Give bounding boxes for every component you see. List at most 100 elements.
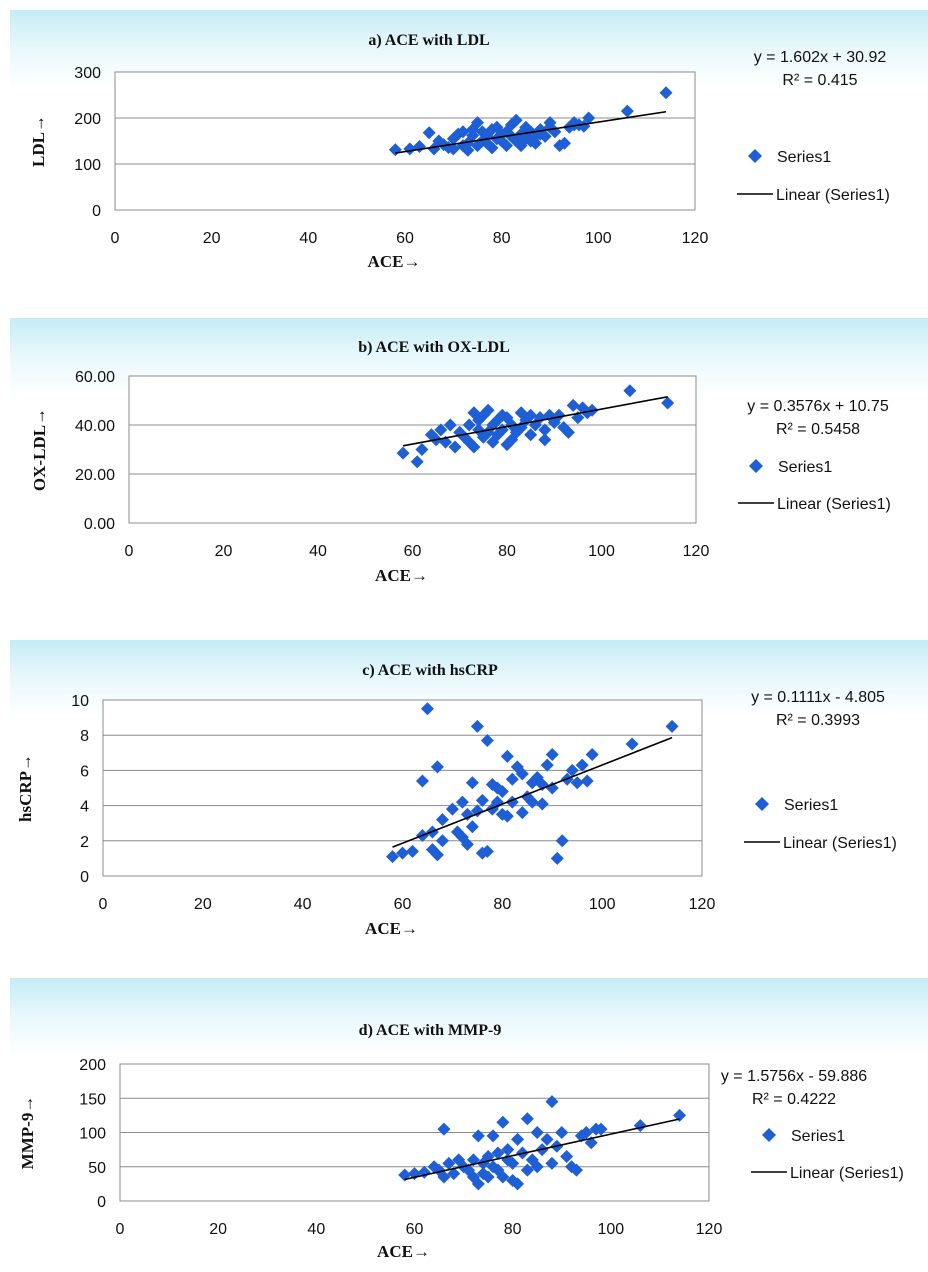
x-axis-label: ACE→ <box>365 919 418 938</box>
x-tick-label: 120 <box>696 1221 723 1238</box>
data-point <box>435 834 449 848</box>
y-tick-label: 60.00 <box>75 369 115 386</box>
data-point <box>491 1146 505 1160</box>
x-tick-label: 0 <box>99 896 108 913</box>
legend-label-trendline: Linear (Series1) <box>783 835 897 852</box>
data-point <box>465 820 479 834</box>
x-axis-label: ACE→ <box>375 566 428 585</box>
data-point <box>625 737 639 751</box>
data-point <box>520 1163 534 1177</box>
trendline-equation: y = 0.3576x + 10.75 <box>747 398 889 415</box>
data-point <box>545 748 559 762</box>
data-point <box>467 440 481 454</box>
x-tick-label: 80 <box>504 1221 522 1238</box>
data-point <box>665 719 679 733</box>
data-point <box>530 1126 544 1139</box>
data-point <box>525 1153 539 1167</box>
data-point <box>442 1156 456 1170</box>
data-point <box>396 446 410 460</box>
data-point <box>543 116 557 130</box>
scatter-chart-ace-mmp9: 0 50 100 150 200 0 20 40 60 80 100 120 d) ACE with M… <box>18 1022 904 1261</box>
data-point <box>515 806 529 820</box>
data-point <box>525 776 539 790</box>
data-point <box>491 1163 505 1177</box>
data-point <box>443 418 457 432</box>
legend-marker-series <box>762 1128 776 1142</box>
data-point <box>506 1156 520 1170</box>
data-point <box>529 136 542 150</box>
chart-panel-d: 0 50 100 150 200 0 20 40 60 80 100 120 d) ACE with M… <box>10 978 928 1268</box>
y-axis-label: MMP-9→ <box>18 1096 37 1170</box>
trendline-equation: y = 0.1111x - 4.805 <box>751 689 885 706</box>
data-point <box>501 1143 515 1157</box>
data-point <box>504 129 518 143</box>
y-tick-label: 40.00 <box>75 418 115 435</box>
data-point <box>565 763 579 777</box>
data-point <box>496 1170 510 1184</box>
data-point <box>620 104 634 118</box>
data-point <box>410 455 424 469</box>
data-point <box>500 139 513 153</box>
data-point <box>550 851 564 865</box>
y-tick-label: 4 <box>80 799 89 816</box>
trendline <box>402 395 668 447</box>
data-point <box>420 702 434 716</box>
y-tick-label: 200 <box>79 1057 106 1074</box>
y-tick-label: 20.00 <box>75 467 115 484</box>
data-point <box>623 384 637 398</box>
r-squared-label: R² = 0.4222 <box>752 1091 836 1108</box>
data-point <box>569 1163 583 1177</box>
y-tick-label: 300 <box>74 65 101 82</box>
data-point <box>555 834 569 848</box>
data-point <box>485 141 499 155</box>
scatter-chart-ace-ldl: 0 100 200 300 0 20 40 60 80 100 120 a) ACE with LDL… <box>29 32 890 271</box>
y-axis-label: hsCRP→ <box>16 754 35 822</box>
data-point <box>386 850 400 864</box>
legend-label-trendline: Linear (Series1) <box>777 496 891 513</box>
data-point <box>524 408 538 422</box>
chart-title: d) ACE with MMP-9 <box>359 1022 502 1039</box>
y-tick-label: 0.00 <box>84 516 115 533</box>
legend-marker-series <box>755 797 769 811</box>
y-tick-label: 150 <box>79 1091 106 1108</box>
data-point <box>480 733 494 747</box>
chart-title: c) ACE with hsCRP <box>362 662 498 679</box>
x-tick-label: 100 <box>597 1221 624 1238</box>
data-point <box>445 802 459 816</box>
data-point <box>466 1153 480 1167</box>
data-point <box>535 797 549 811</box>
data-point <box>415 443 429 456</box>
data-point <box>455 830 469 844</box>
data-point <box>538 129 552 143</box>
x-axis-label: ACE→ <box>368 252 421 271</box>
x-tick-label: 80 <box>493 230 511 247</box>
data-point <box>471 1129 485 1143</box>
data-point <box>570 776 584 790</box>
data-point <box>447 1167 461 1181</box>
data-point <box>543 408 557 422</box>
chart-panel-b: 0.00 20.00 40.00 60.00 0 20 40 60 80 100 120 b) ACE… <box>10 318 928 593</box>
data-point <box>430 760 444 774</box>
x-tick-label: 20 <box>194 896 212 913</box>
data-point <box>460 807 474 821</box>
data-point <box>538 423 552 437</box>
legend-marker-series <box>749 459 763 473</box>
trendline <box>404 1118 680 1181</box>
data-point <box>579 1126 593 1139</box>
data-point <box>470 719 484 733</box>
x-tick-label: 40 <box>299 230 317 247</box>
data-point <box>575 758 589 772</box>
y-tick-label: 0 <box>97 1194 106 1211</box>
y-tick-label: 6 <box>80 763 89 780</box>
data-point <box>557 420 571 434</box>
data-point <box>452 1153 466 1167</box>
data-point <box>661 396 675 410</box>
r-squared-label: R² = 0.415 <box>782 72 857 89</box>
legend-label-series: Series1 <box>784 797 838 814</box>
data-point <box>673 1108 687 1122</box>
data-point <box>566 398 580 412</box>
data-point <box>594 1122 608 1136</box>
data-point <box>415 774 429 788</box>
data-point <box>509 134 523 148</box>
